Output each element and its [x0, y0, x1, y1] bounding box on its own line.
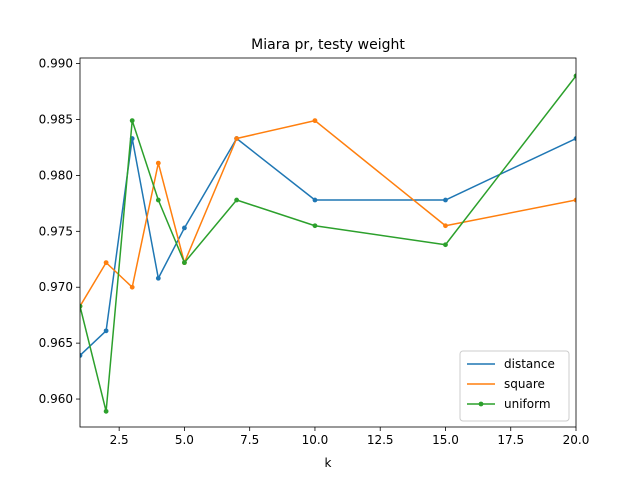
- data-point-distance: [182, 225, 187, 231]
- data-point-distance: [443, 197, 448, 203]
- legend-marker: [478, 401, 484, 407]
- data-point-uniform: [182, 260, 187, 266]
- x-axis-label: k: [325, 456, 332, 470]
- y-tick-label: 0.985: [39, 113, 73, 127]
- x-tick-label: 20.0: [563, 433, 590, 447]
- data-point-square: [573, 197, 576, 203]
- x-tick-label: 2.5: [110, 433, 129, 447]
- y-axis: 0.960 0.965 0.970 0.975 0.980 0.985 0.990: [39, 57, 80, 406]
- data-point-uniform: [573, 73, 576, 79]
- data-point-distance: [573, 136, 576, 141]
- x-tick-label: 15.0: [432, 433, 459, 447]
- x-tick-label: 12.5: [367, 433, 394, 447]
- data-point-square: [155, 160, 161, 166]
- y-tick-label: 0.970: [39, 280, 73, 294]
- data-point-uniform: [443, 242, 448, 248]
- data-point-square: [103, 260, 109, 266]
- data-point-distance: [155, 275, 161, 281]
- data-point-uniform: [312, 223, 318, 229]
- legend-label: distance: [504, 357, 555, 371]
- x-axis: 2.5 5.0 7.5 10.0 12.5 15.0 17.5 20.0: [110, 427, 590, 447]
- y-tick-label: 0.975: [39, 224, 73, 238]
- data-point-distance: [80, 353, 83, 358]
- x-tick-label: 5.0: [175, 433, 194, 447]
- legend-item-uniform: uniform: [467, 397, 551, 411]
- data-point-square: [312, 118, 318, 124]
- legend: distance square uniform: [459, 350, 570, 422]
- data-point-uniform: [155, 197, 161, 203]
- data-point-uniform: [234, 197, 240, 203]
- data-point-square: [443, 223, 448, 229]
- chart-title: Miara pr, testy weight: [251, 37, 405, 53]
- x-tick-label: 7.5: [240, 433, 259, 447]
- data-point-uniform: [80, 303, 83, 309]
- plot-area: [79, 57, 577, 428]
- x-tick-label: 17.5: [497, 433, 524, 447]
- data-point-square: [234, 136, 240, 141]
- series-uniform: [80, 73, 576, 414]
- data-point-uniform: [103, 408, 109, 414]
- x-tick-label: 10.0: [302, 433, 329, 447]
- legend-item-distance: distance: [467, 357, 555, 371]
- y-tick-label: 0.990: [39, 57, 73, 71]
- data-point-distance: [312, 197, 318, 203]
- data-point-square: [129, 284, 135, 290]
- legend-label: uniform: [504, 397, 551, 411]
- y-tick-label: 0.980: [39, 168, 73, 182]
- y-tick-label: 0.960: [39, 392, 73, 406]
- data-point-distance: [103, 328, 109, 334]
- legend-label: square: [504, 377, 545, 391]
- data-point-uniform: [129, 118, 135, 124]
- axes-frame: [79, 57, 577, 428]
- y-tick-label: 0.965: [39, 336, 73, 350]
- legend-item-square: square: [467, 377, 545, 391]
